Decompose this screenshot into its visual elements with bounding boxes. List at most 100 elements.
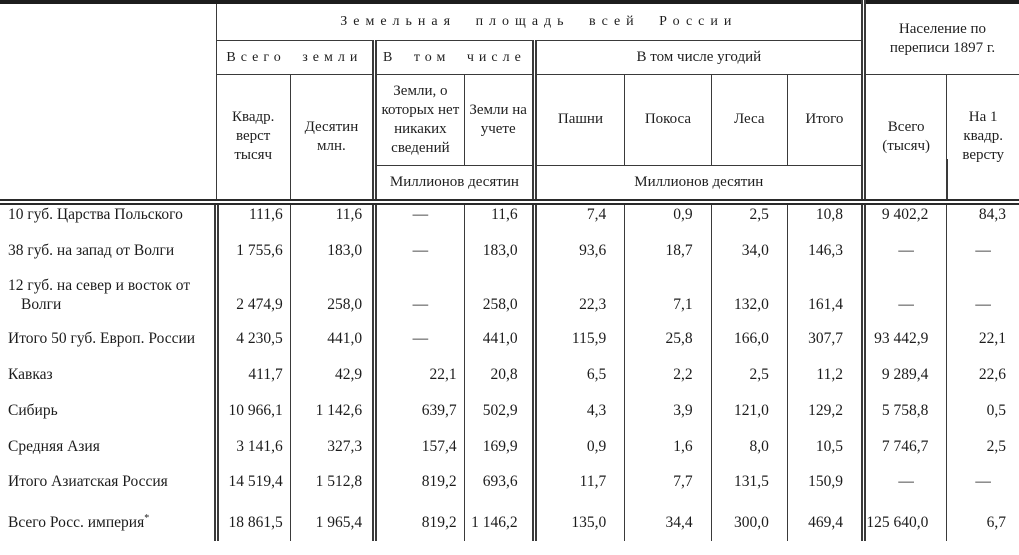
value-cell: 7,7	[624, 465, 712, 500]
value-cell: 693,6	[463, 465, 535, 500]
region-cell: Итого Азиатская Россия	[0, 465, 219, 500]
header-land-area-group: Земельная площадь всей России	[215, 1, 864, 41]
value-cell: 2,5	[946, 429, 1019, 465]
value-cell: 8,0	[710, 429, 788, 465]
value-cell: 93 442,9	[860, 323, 948, 357]
value-cell: 9 402,2	[860, 202, 948, 233]
value-cell: 2,5	[710, 202, 788, 233]
value-cell: —	[946, 269, 1019, 323]
value-cell: 10 966,1	[215, 393, 291, 429]
column-header-pop-per-sq-verst: На 1 квадр. версту	[946, 73, 1019, 205]
value-cell: 639,7	[372, 393, 465, 429]
value-cell: 11,6	[463, 202, 535, 233]
value-cell: 1 512,8	[289, 465, 376, 500]
value-cell: 22,1	[372, 357, 465, 393]
value-cell: 327,3	[289, 429, 376, 465]
value-cell: 1 142,6	[289, 393, 376, 429]
value-cell: 121,0	[710, 393, 788, 429]
value-cell: 22,3	[531, 269, 626, 323]
value-cell: 22,6	[946, 357, 1019, 393]
value-cell: 183,0	[463, 233, 535, 269]
value-cell: —	[860, 465, 948, 500]
value-cell: 1 146,2	[463, 500, 535, 541]
table-row: 12 губ. на север и восток от Волги 2 474…	[0, 269, 1019, 323]
value-cell: 1 755,6	[215, 233, 291, 269]
value-cell: 34,4	[624, 500, 712, 541]
column-header-forests: Леса	[710, 73, 788, 166]
table-row: Итого Азиатская Россия 14 519,4 1 512,8 …	[0, 465, 1019, 500]
value-cell: —	[372, 269, 465, 323]
column-header-desyatin-mln: Десятин млн.	[289, 73, 376, 205]
value-cell: 20,8	[463, 357, 535, 393]
table-row: Итого 50 губ. Европ. России 4 230,5 441,…	[0, 323, 1019, 357]
value-cell: 10,8	[786, 202, 864, 233]
value-cell: 2,5	[710, 357, 788, 393]
value-cell: —	[372, 323, 465, 357]
header-population-group: Население по переписи 1897 г.	[860, 1, 1019, 75]
value-cell: 183,0	[289, 233, 376, 269]
column-header-lands-no-info: Земли, о которых нет никаких сведений	[372, 73, 465, 166]
region-cell: Сибирь	[0, 393, 219, 429]
value-cell: 7,4	[531, 202, 626, 233]
value-cell: 161,4	[786, 269, 864, 323]
region-cell: Всего Росс. империя*	[0, 500, 219, 541]
value-cell: 131,5	[710, 465, 788, 500]
value-cell: 258,0	[463, 269, 535, 323]
value-cell: 441,0	[289, 323, 376, 357]
value-cell: 307,7	[786, 323, 864, 357]
value-cell: 111,6	[215, 202, 291, 233]
value-cell: 6,5	[531, 357, 626, 393]
value-cell: 6,7	[946, 500, 1019, 541]
footnote-marker: *	[144, 512, 150, 524]
value-cell: 10,5	[786, 429, 864, 465]
header-including-group: В том числе	[372, 39, 535, 75]
header-including-ugody-group: В том числе угодий	[531, 39, 864, 75]
column-header-lands-on-record: Земли на учете	[463, 73, 535, 166]
value-cell: —	[860, 233, 948, 269]
value-cell: 7,1	[624, 269, 712, 323]
value-cell: 135,0	[531, 500, 626, 541]
value-cell: 169,9	[463, 429, 535, 465]
value-cell: 14 519,4	[215, 465, 291, 500]
value-cell: 2,2	[624, 357, 712, 393]
value-cell: 22,1	[946, 323, 1019, 357]
table-row: Всего Росс. империя* 18 861,5 1 965,4 81…	[0, 500, 1019, 541]
value-cell: 819,2	[372, 465, 465, 500]
table-row: 38 губ. на запад от Волги 1 755,6 183,0 …	[0, 233, 1019, 269]
value-cell: 3,9	[624, 393, 712, 429]
value-cell: 300,0	[710, 500, 788, 541]
value-cell: 166,0	[710, 323, 788, 357]
value-cell: —	[860, 269, 948, 323]
region-cell: Кавказ	[0, 357, 219, 393]
value-cell: 146,3	[786, 233, 864, 269]
column-header-hayfields: Покоса	[624, 73, 712, 166]
value-cell: 4 230,5	[215, 323, 291, 357]
value-cell: 34,0	[710, 233, 788, 269]
value-cell: 9 289,4	[860, 357, 948, 393]
header-total-land-group: Всего земли	[215, 39, 376, 75]
region-cell: Средняя Азия	[0, 429, 219, 465]
value-cell: 132,0	[710, 269, 788, 323]
value-cell: 18 861,5	[215, 500, 291, 541]
table-row: Сибирь 10 966,1 1 142,6 639,7 502,9 4,3 …	[0, 393, 1019, 429]
value-cell: 441,0	[463, 323, 535, 357]
value-cell: 4,3	[531, 393, 626, 429]
value-cell: 11,6	[289, 202, 376, 233]
value-cell: 3 141,6	[215, 429, 291, 465]
value-cell: 157,4	[372, 429, 465, 465]
value-cell: 42,9	[289, 357, 376, 393]
region-cell: 10 губ. Царства Польского	[0, 202, 219, 233]
value-cell: 150,9	[786, 465, 864, 500]
column-header-pop-total: Всего (тысяч)	[860, 73, 948, 205]
units-million-desyatin-right: Миллионов десятин	[531, 164, 864, 205]
region-cell: 12 губ. на север и восток от Волги	[0, 269, 219, 323]
value-cell: 469,4	[786, 500, 864, 541]
value-cell: 0,5	[946, 393, 1019, 429]
table-row: 10 губ. Царства Польского 111,6 11,6 — 1…	[0, 202, 1019, 233]
value-cell: —	[372, 233, 465, 269]
value-cell: 2 474,9	[215, 269, 291, 323]
value-cell: 129,2	[786, 393, 864, 429]
value-cell: 11,2	[786, 357, 864, 393]
value-cell: 0,9	[624, 202, 712, 233]
value-cell: —	[372, 202, 465, 233]
